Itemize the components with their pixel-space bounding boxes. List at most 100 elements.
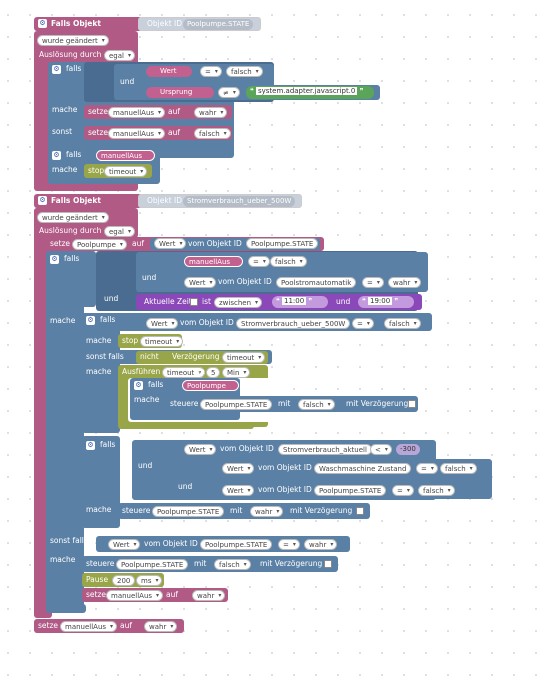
gear-icon[interactable]: ⚙ [50,255,59,264]
compare-pool-2[interactable]: Wert vom Objekt ID Poolpumpe.STATE = wah… [96,536,350,552]
wert-dropdown[interactable]: Wert [184,277,217,288]
var-dropdown[interactable]: manuellAus [60,621,118,632]
var-dropdown[interactable]: Poolpumpe [72,239,127,250]
set-block-3[interactable]: setze manuellAus auf wahr [82,588,228,602]
control-block-2[interactable]: steuere Poolpumpe.STATE mit wahr mit Ver… [118,503,370,519]
time-compare-block[interactable]: Aktuelle Zeit ist zwischen ❝ 11:00 ❞ und… [136,294,422,310]
objid-value[interactable]: Poolpumpe.STATE [183,19,254,30]
inner-if-block-2[interactable] [82,436,120,528]
set-block-final[interactable]: setze manuellAus auf wahr [34,619,184,633]
true-dropdown[interactable]: wahr [388,277,422,288]
ursprung-field[interactable]: Ursprung [146,87,214,98]
origin-string[interactable]: ❝ system.adapter.javascript.0 ❞ [246,86,374,99]
compare-wasch[interactable]: Wert vom Objekt ID Waschmaschine Zustand… [212,460,492,476]
set-block-2[interactable]: setze manuellAus auf falsch [84,126,232,140]
ms-dropdown[interactable]: ms [136,575,163,586]
objid-field[interactable]: Poolpumpe.STATE [152,506,225,517]
changed-dropdown[interactable]: wurde geändert [37,212,109,223]
num-field[interactable]: -300 [396,444,420,455]
gear-icon[interactable]: ⚙ [86,316,95,325]
false-dropdown[interactable]: falsch [214,559,251,570]
gear-icon[interactable]: ⚙ [86,441,95,450]
t1-string[interactable]: ❝ 11:00 ❞ [272,296,328,308]
gear-icon[interactable]: ⚙ [38,196,47,205]
var-dropdown[interactable]: manuellAus [108,128,166,139]
false-dropdown[interactable]: falsch [298,399,335,410]
delay-checkbox[interactable] [356,507,364,515]
var-dropdown[interactable]: manuellAus [106,590,164,601]
objid-field[interactable]: Poolstromautomatik [276,277,357,288]
event-block-1[interactable]: ⚙ Falls Objekt [34,17,142,31]
lt-dropdown[interactable]: < [370,444,392,455]
wert-field[interactable]: Wert [146,66,192,77]
compare-auto[interactable]: Wert vom Objekt ID Poolstromautomatik = … [176,275,428,290]
false-dropdown[interactable]: falsch [418,485,455,496]
wert-dropdown[interactable]: Wert [146,318,179,329]
gear-icon[interactable]: ⚙ [38,19,47,28]
eq-dropdown[interactable]: = [416,463,438,474]
wert-dropdown[interactable]: Wert [108,539,141,550]
neq-dropdown[interactable]: ≠ [218,87,240,98]
set-block[interactable]: setze manuellAus auf wahr [84,105,232,119]
not-block[interactable]: nicht Verzögerung timeout [136,351,268,364]
true-dropdown[interactable]: wahr [194,107,228,118]
eq-dropdown[interactable]: = [248,256,270,267]
objid-value[interactable]: Stromverbrauch_ueber_500W [183,196,296,207]
var-field[interactable]: manuellAus [184,256,244,267]
pause-block[interactable]: Pause 200 ms [82,573,164,587]
wert-dropdown[interactable]: Wert [222,463,255,474]
false-dropdown[interactable]: falsch [226,66,263,77]
compare-block-2[interactable]: Ursprung ≠ ❝ system.adapter.javascript.0… [140,85,380,100]
objid-field[interactable]: Stromverbrauch_ueber_500W [236,318,351,329]
gear-icon[interactable]: ⚙ [52,151,61,160]
control-block[interactable]: steuere Poolpumpe.STATE mit falsch mit V… [164,396,418,412]
true-dropdown[interactable]: wahr [144,621,178,632]
objid-field[interactable]: Poolpumpe.STATE [116,559,189,570]
control-block-3[interactable]: steuere Poolpumpe.STATE mit falsch mit V… [82,556,338,572]
timeout-dropdown[interactable]: timeout [222,352,266,363]
false-dropdown[interactable]: falsch [270,256,307,267]
compare-pool[interactable]: Wert vom Objekt ID Poolpumpe.STATE = fal… [212,482,480,498]
false-dropdown[interactable]: falsch [440,463,477,474]
timeout-dropdown[interactable]: timeout [162,367,206,378]
true-dropdown[interactable]: wahr [250,506,284,517]
objid-field[interactable]: Poolpumpe.STATE [314,485,387,496]
delay-checkbox[interactable] [324,560,332,568]
min-dropdown[interactable]: Min [222,367,251,378]
stop-block[interactable]: stop timeout [84,164,152,178]
pause-field[interactable]: 200 [112,575,136,586]
five-field[interactable]: 5 [206,367,221,378]
false-dropdown[interactable]: falsch [194,128,231,139]
between-dropdown[interactable]: zwischen [214,297,263,308]
objid-field[interactable]: Poolpumpe.STATE [200,539,273,550]
objid-field[interactable]: Waschmaschine Zustand [314,463,412,474]
timeout-dropdown[interactable]: timeout [140,336,184,347]
trigger-dropdown[interactable]: egal [104,50,135,61]
eq-dropdown[interactable]: = [278,539,300,550]
trigger-dropdown[interactable]: egal [104,226,135,237]
true-dropdown[interactable]: wahr [304,539,338,550]
true-dropdown[interactable]: wahr [192,590,226,601]
changed-dropdown[interactable]: wurde geändert [37,35,109,46]
eq-dropdown[interactable]: = [200,66,222,77]
compare-manuell[interactable]: manuellAus = falsch [176,254,307,269]
gear-icon[interactable]: ⚙ [134,381,143,390]
time-checkbox[interactable] [190,298,198,306]
objid-field[interactable]: Poolpumpe.STATE [200,399,273,410]
wert-dropdown[interactable]: Wert [184,444,217,455]
big-if-block[interactable] [46,251,84,613]
eq-dropdown[interactable]: = [352,318,374,329]
objid-field[interactable]: Poolpumpe.STATE [246,238,319,249]
objid-field[interactable]: Stromverbrauch_aktuell [278,444,372,455]
inner-if-block[interactable] [82,313,120,433]
timeout-dropdown[interactable]: timeout [104,166,148,177]
eq-dropdown[interactable]: = [392,485,414,496]
t2-string[interactable]: ❝ 19:00 ❞ [358,296,414,308]
stop-block[interactable]: stop timeout [118,334,184,348]
getvalue-block[interactable]: Wert vom Objekt ID Poolpumpe.STATE [150,238,320,250]
false-dropdown[interactable]: falsch [384,318,421,329]
wert-dropdown[interactable]: Wert [222,485,255,496]
var-pool[interactable]: Poolpumpe [182,380,239,391]
wert-dropdown[interactable]: Wert [154,238,187,249]
delay-checkbox[interactable] [408,400,416,408]
